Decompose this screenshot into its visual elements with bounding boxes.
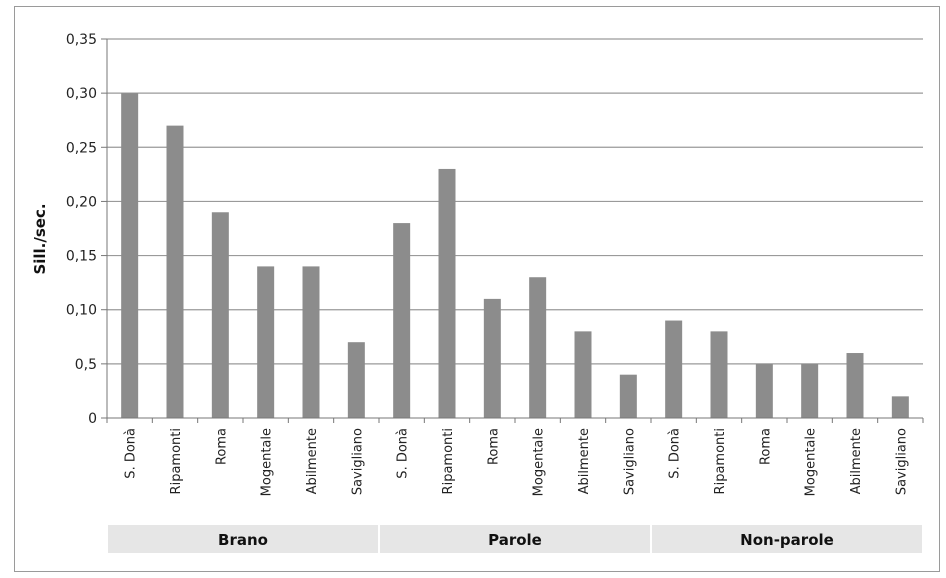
bar [393, 223, 411, 418]
x-tick-label: Ripamonti [169, 428, 184, 494]
x-tick-label: S. Donà [124, 428, 139, 479]
x-tick-label: Abilmente [849, 428, 864, 494]
y-tick-label: 0,15 [66, 249, 97, 265]
x-tick-label: Savigliano [622, 428, 637, 495]
x-tick-label: S. Donà [668, 428, 683, 479]
bar [710, 331, 728, 418]
bar [347, 342, 365, 418]
bar [121, 93, 139, 419]
y-tick-label: 0,5 [75, 357, 97, 373]
bar [755, 363, 773, 418]
x-tick-label: Mogentale [260, 428, 275, 496]
x-tick-label: Savigliano [894, 428, 909, 495]
bar [257, 266, 275, 418]
bar [846, 353, 864, 418]
y-tick-label: 0,35 [66, 32, 97, 48]
x-tick-label: Mogentale [804, 428, 819, 496]
bar-chart: 0 0,5 0,10 0,15 0,20 0,25 0,30 0,35 S. Donà Ripa… [31, 32, 924, 553]
bar [665, 320, 683, 418]
bar [302, 266, 320, 418]
y-tick-label: 0,30 [66, 86, 97, 102]
x-tick-label: Abilmente [305, 428, 320, 494]
group-bands: Brano Parole Non-parole [108, 525, 922, 553]
x-tick-label: Roma [214, 428, 229, 465]
x-tick-label: Mogentale [532, 428, 547, 496]
x-axis: S. Donà Ripamonti Roma Mogentale Abilmente Sa… [106, 417, 924, 496]
group-band [380, 525, 650, 553]
bar [574, 331, 592, 418]
y-tick-label: 0,10 [66, 303, 97, 319]
chart-frame: 0 0,5 0,10 0,15 0,20 0,25 0,30 0,35 S. Donà Ripa… [14, 6, 940, 572]
x-tick-label: Roma [486, 428, 501, 465]
group-band [108, 525, 378, 553]
bar [211, 212, 229, 418]
bar [619, 374, 637, 418]
bars [121, 93, 909, 419]
bar [891, 396, 909, 418]
bar [801, 363, 819, 418]
x-tick-label: Ripamonti [441, 428, 456, 494]
bar [166, 125, 184, 418]
bar [483, 298, 501, 418]
y-axis: 0 0,5 0,10 0,15 0,20 0,25 0,30 0,35 [66, 32, 108, 427]
gridlines [107, 38, 923, 365]
y-axis-label: Sill./sec. [31, 203, 49, 274]
x-tick-label: Abilmente [577, 428, 592, 494]
group-label: Brano [218, 531, 268, 549]
group-label: Parole [488, 531, 542, 549]
y-tick-label: 0,25 [66, 140, 97, 156]
y-tick-label: 0,20 [66, 194, 97, 210]
bar [438, 168, 456, 418]
x-tick-label: Roma [758, 428, 773, 465]
group-label: Non-parole [740, 531, 834, 549]
y-tick-label: 0 [88, 411, 97, 427]
x-tick-label: Savigliano [350, 428, 365, 495]
group-band [652, 525, 922, 553]
x-tick-label: S. Donà [396, 428, 411, 479]
bar [529, 277, 547, 418]
x-tick-label: Ripamonti [713, 428, 728, 494]
